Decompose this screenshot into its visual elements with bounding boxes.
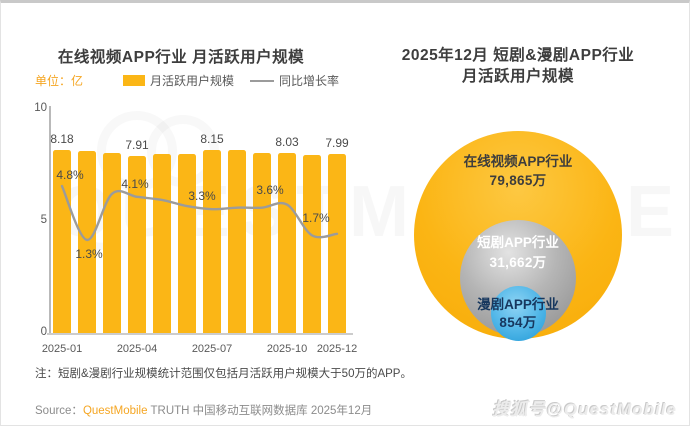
growth-rate-label: 1.7%	[302, 210, 330, 225]
left-chart-title: 在线视频APP行业 月活跃用户规模	[57, 49, 305, 66]
bubble-anime-drama	[491, 286, 546, 341]
growth-rate-label: 4.1%	[121, 176, 149, 191]
x-axis-tick-label: 2025-01	[41, 343, 83, 355]
bubble-anime-drama-value: 854万	[499, 315, 537, 330]
source-suffix: TRUTH 中国移动互联网数据库 2025年12月	[147, 405, 373, 417]
unit-label: 单位：亿	[35, 74, 84, 88]
account-watermark: 搜狐号@QuestMobile	[492, 400, 677, 419]
growth-rate-label: 3.3%	[188, 189, 216, 204]
mau-bar	[328, 154, 346, 333]
x-axis-line	[47, 333, 353, 335]
mau-bar	[178, 153, 196, 333]
line-legend-swatch	[250, 79, 275, 82]
source-prefix: Source：	[35, 405, 83, 417]
footnote: 注：短剧&漫剧行业规模统计范围仅包括月活跃用户规模大于50万的APP。	[35, 368, 412, 380]
bar-value-label: 7.91	[125, 137, 149, 152]
mau-bar	[253, 153, 271, 333]
source-line: Source：QuestMobile TRUTH 中国移动互联网数据库 2025…	[35, 402, 372, 418]
growth-rate-label: 3.6%	[256, 182, 284, 197]
y-axis-line	[49, 106, 51, 334]
bubble-online-video-value: 79,865万	[489, 173, 547, 188]
x-axis-tick-label: 2025-10	[266, 343, 308, 355]
bubble-anime-drama-label: 漫剧APP行业	[477, 297, 559, 312]
mau-bar	[153, 154, 171, 333]
bar-legend-swatch	[123, 75, 146, 86]
mau-bar	[103, 153, 121, 333]
bar-value-label: 8.15	[200, 132, 224, 147]
x-axis-tick-label: 2025-04	[116, 343, 158, 355]
bar-value-label: 8.18	[50, 131, 74, 146]
x-axis-tick-label: 2025-07	[191, 343, 233, 355]
right-chart-title: 2025年12月 短剧&漫剧APP行业 月活跃用户规模	[383, 45, 653, 87]
growth-rate-label: 4.8%	[56, 168, 84, 183]
mau-bar	[203, 150, 221, 333]
right-chart-title-line1: 2025年12月 短剧&漫剧APP行业	[401, 47, 635, 64]
y-axis-tick-label: 0	[40, 326, 47, 338]
bubble-short-drama-value: 31,662万	[489, 255, 547, 270]
right-chart-title-line2: 月活跃用户规模	[461, 68, 574, 85]
y-axis-tick-label: 10	[34, 102, 47, 114]
mau-bar	[278, 153, 296, 333]
mau-bar	[303, 155, 321, 333]
x-axis-tick-label: 2025-12	[316, 343, 358, 355]
bubble-short-drama-label: 短剧APP行业	[477, 235, 559, 250]
mau-bar	[228, 149, 246, 333]
y-axis-tick-label: 5	[40, 214, 47, 226]
bar-value-label: 8.03	[275, 135, 299, 150]
bubble-online-video-label: 在线视频APP行业	[463, 154, 573, 169]
bar-legend-label: 月活跃用户规模	[150, 74, 235, 88]
bar-value-label: 7.99	[325, 136, 349, 151]
line-legend-label: 同比增长率	[279, 74, 340, 88]
left-chart-legend: 单位：亿 月活跃用户规模 同比增长率	[35, 72, 339, 89]
growth-rate-label: 1.3%	[75, 246, 103, 261]
source-brand: QuestMobile	[82, 405, 148, 417]
